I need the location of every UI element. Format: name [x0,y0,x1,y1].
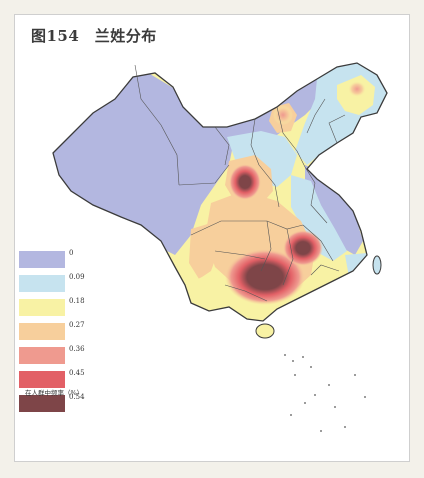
legend-swatch [19,371,65,388]
legend-label: 0 [69,249,74,257]
region-east-lightblue [291,175,347,261]
legend-swatch [19,251,65,268]
legend-row: 0.45 [19,369,99,395]
island-taiwan [372,255,382,275]
legend-swatch [19,395,65,412]
hotspot-shanxi [229,164,261,200]
legend-row: 0 [19,249,99,275]
legend-label: 0.54 [69,393,85,401]
region-east-blue [305,165,363,255]
legend-swatch [19,299,65,316]
legend-swatch [19,347,65,364]
legend-label: 0.18 [69,297,85,305]
map-frame: 图154 兰姓分布 [14,14,410,462]
legend-label: 0.45 [69,369,85,377]
legend-caption: 在人群中频率（%） [25,389,84,397]
hotspot-heilongjiang [348,81,366,97]
legend-swatch [19,323,65,340]
map-title: 图154 兰姓分布 [31,27,157,45]
legend-label: 0.09 [69,273,85,281]
province-boundaries [134,64,346,302]
south-sea-islands [284,354,366,432]
hotspot-hunan [283,230,323,266]
distribution-map [52,62,388,432]
legend-swatch [19,275,65,292]
legend-row: 0.09 [19,273,99,299]
legend-label: 0.36 [69,345,85,353]
legend: 0 0.09 0.18 0.27 0.36 0.45 0.54 [19,249,99,419]
legend-row: 0.36 [19,345,99,371]
legend-row: 0.18 [19,297,99,323]
region-north-blue [215,79,325,147]
legend-label: 0.27 [69,321,85,329]
region-west-orange [189,223,219,279]
region-central-lightblue [227,131,297,187]
legend-row: 0.54 [19,393,99,419]
island-hainan [255,323,275,339]
legend-row: 0.27 [19,321,99,347]
